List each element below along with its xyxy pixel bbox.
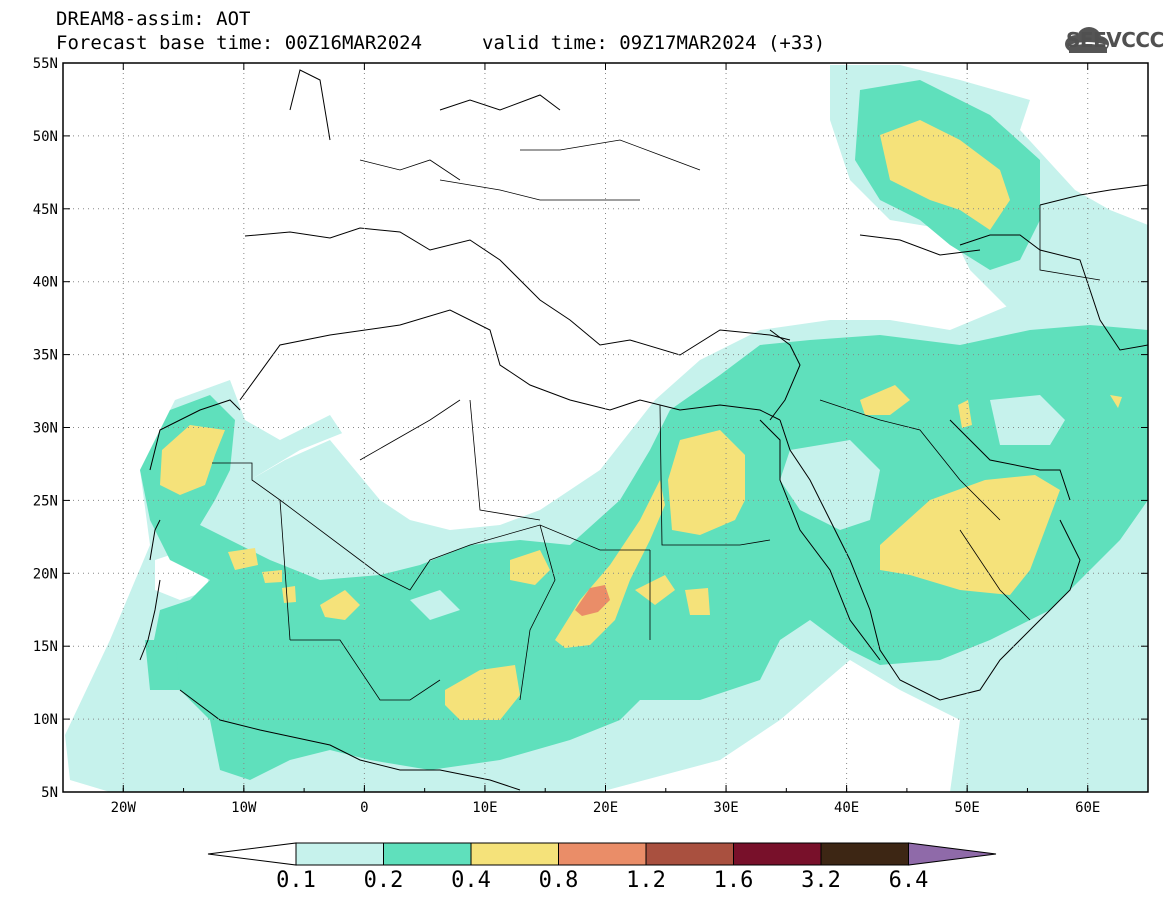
colorbar-label: 0.8 [539, 868, 579, 893]
colorbar-label: 0.4 [451, 868, 491, 893]
colorbar-label: 3.2 [801, 868, 841, 893]
colorbar-segment [558, 842, 647, 866]
lon-label: 30E [713, 800, 738, 816]
colorbar-segment [295, 842, 384, 866]
lat-label: 45N [33, 202, 58, 218]
lon-label: 20E [593, 800, 618, 816]
colorbar-segment [645, 842, 734, 866]
aot-field [65, 65, 1148, 792]
coastlines [139, 69, 1148, 791]
lat-label: 40N [33, 275, 58, 291]
axis-ticks: 20W 10W 0 10E 20E 30E 40E 50E 60E 55N 50N 45N 40N 35N… [33, 56, 1149, 816]
cloud-icon [1065, 27, 1109, 53]
colorbar-segment [383, 842, 472, 866]
colorbar: 0.1 0.2 0.4 0.8 1.2 1.6 3.2 6.4 [207, 842, 997, 893]
lon-label: 60E [1075, 800, 1100, 816]
product-title: DREAM8-assim: AOT [56, 8, 251, 30]
lat-label: 5N [41, 785, 58, 801]
valid-time: valid time: 09Z17MAR2024 (+33) [482, 32, 826, 54]
colorbar-segment [733, 842, 822, 866]
colorbar-segment [820, 842, 909, 866]
lat-label: 20N [33, 566, 58, 582]
lat-label: 35N [33, 348, 58, 364]
colorbar-label: 1.6 [714, 868, 754, 893]
country-borders [212, 139, 1101, 701]
lon-label: 10W [231, 800, 257, 816]
colorbar-label: 6.4 [889, 868, 929, 893]
lon-label: 20W [111, 800, 137, 816]
lon-label: 0 [360, 800, 368, 816]
base-time: Forecast base time: 00Z16MAR2024 [56, 32, 423, 54]
lon-label: 50E [955, 800, 980, 816]
lat-label: 15N [33, 639, 58, 655]
lon-label: 40E [834, 800, 859, 816]
lon-label: 10E [472, 800, 497, 816]
aot-level-0.8 [575, 585, 610, 616]
colorbar-under-arrow [207, 842, 297, 866]
logo-text: SEEVCCC [1066, 28, 1164, 52]
lat-lon-grid [63, 63, 1148, 792]
colorbar-label: 0.2 [364, 868, 404, 893]
lat-label: 50N [33, 129, 58, 145]
colorbar-over-arrow [908, 842, 997, 866]
lat-label: 10N [33, 712, 58, 728]
lat-label: 55N [33, 56, 58, 72]
lat-label: 25N [33, 493, 58, 509]
colorbar-label: 1.2 [626, 868, 666, 893]
aot-level-0.1-holes [410, 395, 1065, 620]
colorbar-segment [470, 842, 559, 866]
lat-label: 30N [33, 421, 58, 437]
colorbar-label: 0.1 [276, 868, 316, 893]
